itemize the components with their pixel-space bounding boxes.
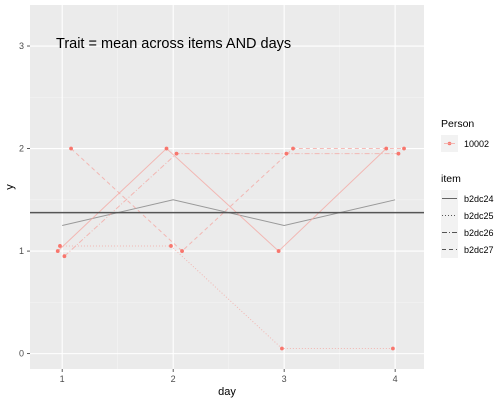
- x-tick-label: 1: [60, 374, 65, 384]
- legend-person: Person 10002: [441, 118, 489, 152]
- series-line-b2dc27: [70, 148, 405, 252]
- data-point-b2dc26: [396, 151, 401, 156]
- data-point-b2dc27: [402, 146, 406, 151]
- y-axis: 0 1 2 3: [19, 41, 30, 359]
- data-point-b2dc25: [391, 346, 395, 351]
- data-point-b2dc24: [164, 146, 169, 151]
- minor-gridlines: [30, 5, 424, 369]
- data-point-b2dc25: [280, 346, 284, 351]
- data-point-b2dc25: [169, 244, 173, 248]
- y-tick-label: 2: [19, 144, 24, 154]
- x-tick-label: 4: [393, 374, 398, 384]
- legend-item-key: [441, 207, 458, 224]
- legend-item-label: b2dc26: [464, 228, 494, 238]
- x-axis: 1 2 3 4: [60, 369, 398, 384]
- y-tick-label: 1: [19, 246, 24, 256]
- legend-item-keys: b2dc24 b2dc25 b2dc26 b2dc27: [441, 190, 494, 258]
- data-point-b2dc26: [62, 254, 67, 259]
- data-point-b2dc25: [58, 244, 62, 248]
- legend-person-label: 10002: [464, 139, 489, 149]
- x-tick-label: 3: [282, 374, 287, 384]
- series-line-b2dc25: [59, 245, 393, 349]
- plot-panel: [30, 5, 424, 369]
- data-point-b2dc26: [174, 151, 179, 156]
- y-tick-label: 0: [19, 349, 24, 359]
- legend-item-title: item: [441, 173, 461, 185]
- series-lines-layer: [57, 147, 405, 349]
- data-point-b2dc24: [384, 146, 389, 151]
- legend-item-label: b2dc27: [464, 245, 494, 255]
- x-axis-label: day: [218, 386, 236, 398]
- x-tick-label: 2: [171, 374, 176, 384]
- series-line-b2dc24: [57, 147, 387, 252]
- data-point-b2dc24: [276, 249, 281, 253]
- data-point-b2dc27: [291, 146, 295, 151]
- y-axis-label: y: [4, 184, 16, 190]
- data-point-b2dc27: [180, 249, 184, 253]
- data-point-b2dc24: [55, 249, 60, 253]
- data-point-b2dc27: [69, 146, 73, 151]
- series-line-b2dc26: [64, 153, 399, 257]
- legend-person-title: Person: [441, 118, 474, 130]
- legend-item-label: b2dc24: [464, 194, 494, 204]
- annotation-text: Trait = mean across items AND days: [56, 36, 291, 52]
- points-layer: [55, 146, 406, 351]
- data-point-b2dc26: [284, 151, 289, 156]
- legend-item: item b2dc24 b2dc25 b2dc26 b2dc27: [441, 173, 494, 258]
- legend-item-label: b2dc25: [464, 211, 494, 221]
- y-tick-label: 3: [19, 41, 24, 51]
